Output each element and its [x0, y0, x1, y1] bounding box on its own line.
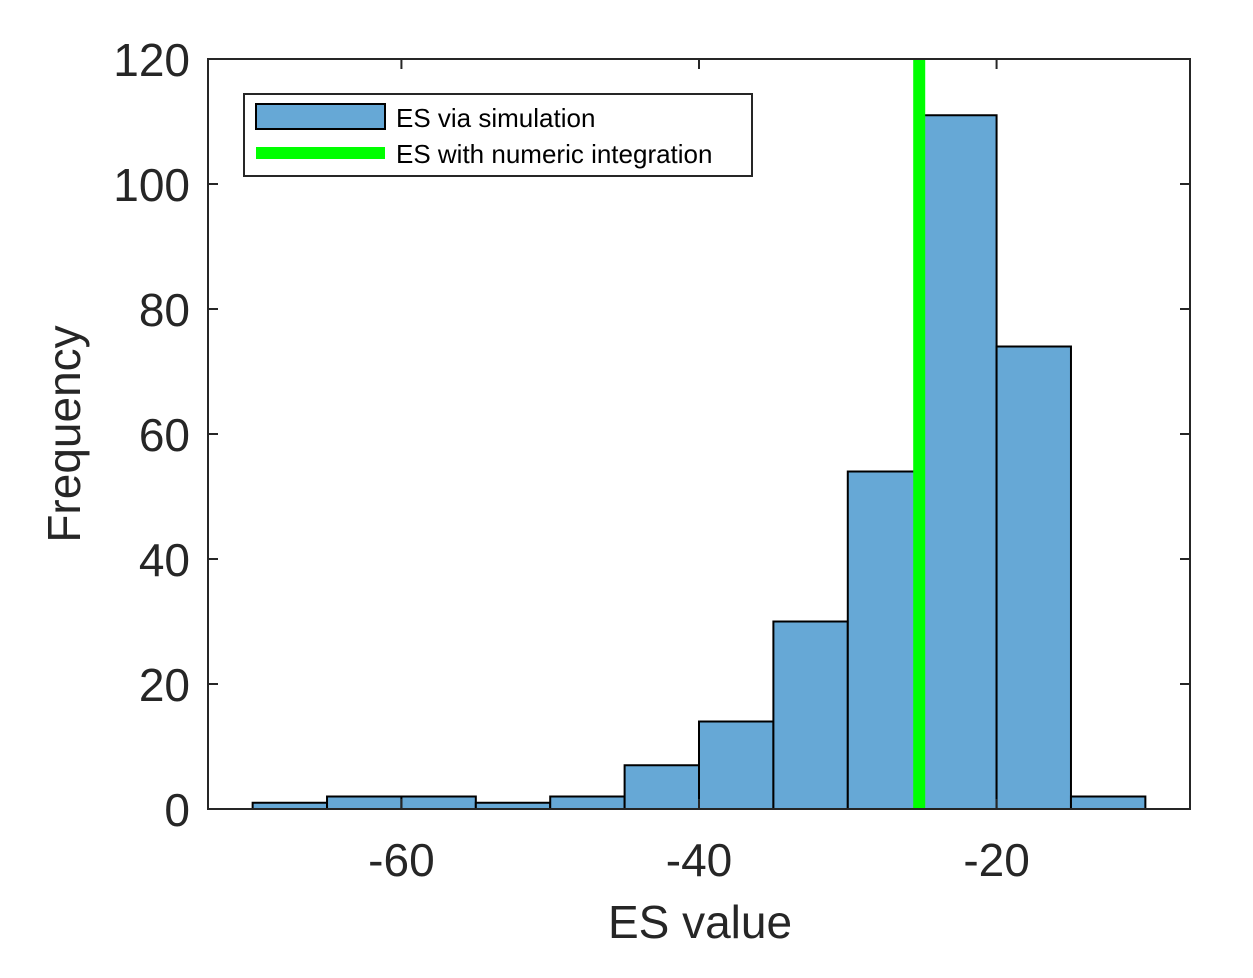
legend-label-simulation: ES via simulation [396, 103, 595, 133]
y-axis-label: Frequency [38, 325, 90, 542]
histogram-bar [400, 795, 477, 810]
y-tick-label: 40 [139, 534, 190, 586]
histogram-bar [623, 764, 701, 810]
x-tick-label: -20 [963, 834, 1029, 886]
histogram-bar [1069, 795, 1147, 810]
y-tick-label: 80 [139, 284, 190, 336]
legend-label-numeric-integration: ES with numeric integration [396, 139, 712, 169]
histogram-bar [698, 720, 775, 810]
x-tick-label: -60 [368, 834, 434, 886]
histogram-bar [995, 345, 1072, 810]
y-tick-label: 100 [113, 159, 190, 211]
axis-ticks: -60 -40 -20 0 20 40 60 80 100 120 [113, 34, 1190, 886]
histogram-bar [549, 795, 626, 810]
legend: ES via simulation ES with numeric integr… [243, 93, 753, 177]
y-tick-label: 60 [139, 409, 190, 461]
x-axis-label: ES value [608, 896, 792, 948]
y-tick-label: 0 [164, 784, 190, 836]
histogram-bar [326, 795, 403, 810]
y-tick-label: 120 [113, 34, 190, 86]
x-tick-label: -40 [666, 834, 732, 886]
histogram-bars [251, 114, 1147, 810]
histogram-bar [846, 470, 924, 810]
y-tick-label: 20 [139, 659, 190, 711]
histogram-bar [921, 114, 998, 810]
histogram-bar [772, 620, 849, 810]
legend-swatch-simulation [255, 103, 386, 130]
